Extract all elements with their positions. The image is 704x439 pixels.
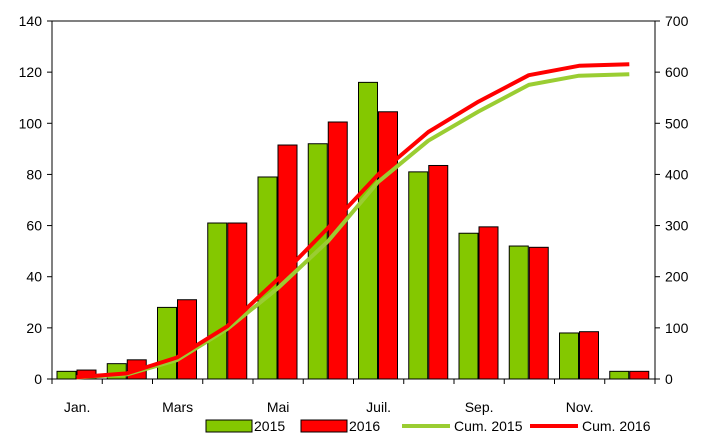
left-axis-tick-label: 60 — [26, 218, 42, 234]
bar-2016-8 — [428, 164, 449, 380]
right-axis-tick-label: 100 — [665, 320, 689, 336]
line-cum-2016 — [76, 62, 630, 380]
bar-group — [56, 81, 650, 380]
right-axis-tick-label: 300 — [665, 218, 689, 234]
bar-2016-11 — [579, 331, 599, 380]
left-axis-tick-label: 40 — [26, 269, 42, 285]
legend-swatch-2016 — [300, 419, 348, 433]
right-axis-tick-label: 0 — [665, 371, 673, 387]
bar-2016-10 — [528, 246, 549, 380]
bar-2016-12 — [629, 370, 650, 380]
right-axis-tick-label: 600 — [665, 64, 689, 80]
left-axis-tick-label: 80 — [26, 166, 42, 182]
bar-2016-7 — [378, 111, 398, 380]
left-axis-tick-label: 140 — [19, 13, 43, 29]
left-axis-tick-label: 120 — [19, 64, 43, 80]
x-axis-tick-label: Mai — [267, 399, 290, 415]
bar-2016-3 — [177, 299, 197, 380]
bar-2015-1 — [56, 370, 77, 380]
x-axis-tick-label: Juil. — [366, 399, 391, 415]
bar-2015-12 — [609, 370, 630, 380]
bar-2016-4 — [227, 222, 248, 380]
x-axis-tick-label: Mars — [162, 399, 193, 415]
legend: 2015 2016 Cum. 2015 Cum. 2016 — [205, 418, 651, 434]
x-axis-tick-label: Nov. — [566, 399, 594, 415]
bar-2015-5 — [257, 176, 278, 380]
bar-2015-9 — [458, 232, 479, 380]
bar-2015-3 — [157, 306, 177, 380]
legend-swatch-2015 — [205, 419, 253, 433]
right-axis-tick-label: 700 — [665, 13, 689, 29]
right-axis-tick-label: 200 — [665, 269, 689, 285]
line-group — [76, 62, 630, 380]
bar-2015-8 — [408, 171, 429, 380]
x-axis-tick-label: Jan. — [64, 399, 90, 415]
left-axis-tick-label: 20 — [26, 320, 42, 336]
legend-label-cum-2016: Cum. 2016 — [582, 418, 651, 434]
axes: 0 20 40 60 80 100 120 140 0 100 200 300 400 500 600 700… — [19, 13, 689, 415]
legend-label-cum-2015: Cum. 2015 — [454, 418, 523, 434]
right-axis-tick-label: 400 — [665, 166, 689, 182]
bar-2016-6 — [327, 121, 348, 380]
left-axis-tick-label: 0 — [34, 371, 42, 387]
bar-2015-4 — [207, 222, 228, 380]
line-cum-2015 — [76, 72, 630, 380]
right-axis-tick-label: 500 — [665, 115, 689, 131]
bar-2015-10 — [508, 245, 529, 380]
bar-2015-7 — [358, 81, 378, 380]
bar-2015-11 — [559, 332, 579, 380]
x-axis-tick-label: Sep. — [465, 399, 494, 415]
legend-label-2015: 2015 — [254, 418, 285, 434]
bar-2016-9 — [478, 226, 499, 380]
bar-2015-6 — [307, 143, 328, 380]
legend-label-2016: 2016 — [349, 418, 380, 434]
left-axis-tick-label: 100 — [19, 115, 43, 131]
